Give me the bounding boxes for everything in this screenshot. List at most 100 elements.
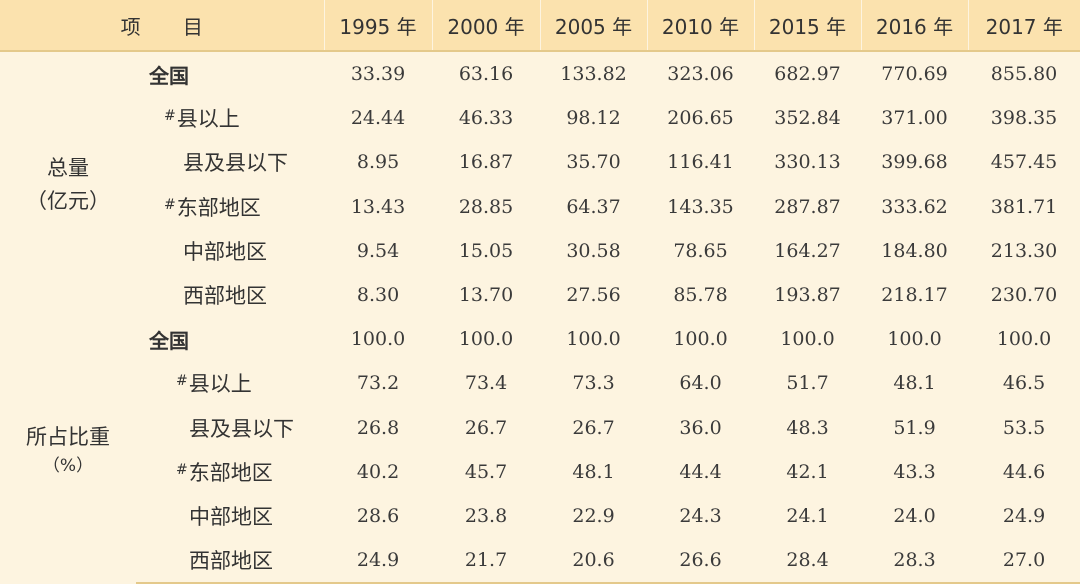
row-label: 西部地区 [136,273,324,317]
table-cell: 64.0 [679,372,722,395]
table-cell: 36.0 [679,416,722,439]
table-cell: 24.44 [350,107,406,130]
table-row: #县以上 24.44 46.33 98.12 206.65 352.84 371.00 398… [0,96,1080,140]
group-label: 所占比重 （%） [0,317,136,583]
table-cell: 21.7 [432,538,541,584]
table-cell: 20.6 [540,538,648,584]
table-cell: 28.3 [861,538,969,584]
group-label: 总量 （亿元） [0,51,136,317]
table-cell: 24.3 [679,504,722,527]
table-cell: 85.78 [673,284,728,307]
row-label-text: 西部地区 [183,284,267,309]
table-cell: 24.9 [324,538,433,584]
table-row: 县及县以下 8.95 16.87 35.70 116.41 330.13 399.68 457… [0,140,1080,184]
table-cell: 28.4 [754,538,862,584]
row-label: #县以上 [136,96,324,140]
table-cell: 100.0 [887,328,942,351]
footnote-mark: # [176,461,188,478]
table-row: 西部地区 8.30 13.70 27.56 85.78 193.87 218.17 230.7… [0,273,1080,317]
table-cell: 16.87 [458,151,514,174]
table-cell: 51.9 [893,416,936,439]
group-label-line2: （%） [42,456,94,477]
table-cell: 73.2 [356,372,400,395]
table-cell: 206.65 [667,107,734,130]
table-row: #东部地区 40.2 45.7 48.1 44.4 42.1 43.3 44.6 [0,450,1080,494]
table-cell: 26.6 [647,538,755,584]
footnote-mark: # [164,196,176,213]
table-cell: 44.4 [679,460,722,483]
table-cell: 352.84 [774,107,841,130]
table-cell: 63.16 [458,63,514,86]
table-cell: 73.3 [572,372,615,395]
table-cell: 193.87 [774,284,841,307]
row-label-text: 全国 [149,63,189,88]
row-label-text: 县及县以下 [183,151,288,176]
row-label-text: 全国 [149,328,189,353]
row-label: 全国 [136,317,324,361]
table-cell: 53.5 [1002,416,1046,439]
row-label: #东部地区 [136,185,324,229]
year-header: 1995 年 [323,0,433,52]
table-cell: 48.1 [572,460,615,483]
table-row: 中部地区 28.6 23.8 22.9 24.3 24.1 24.0 24.9 [0,494,1080,538]
table-cell: 218.17 [881,284,948,307]
row-label-text: 中部地区 [189,504,273,529]
year-header: 2016 年 [860,0,969,52]
table-cell: 682.97 [774,63,841,86]
table-cell: 26.7 [464,416,508,439]
table-cell: 26.8 [356,416,400,439]
table-cell: 230.70 [990,284,1058,307]
table-cell: 35.70 [566,151,621,174]
group-label-line1: 所占比重 [26,424,110,449]
row-label-text: 县及县以下 [189,416,294,441]
row-label-text: 县以上 [188,372,252,397]
row-label: 中部地区 [136,229,324,273]
group-label-line1: 总量 [47,156,89,181]
table-cell: 371.00 [881,107,948,130]
table-cell: 27.56 [566,284,621,307]
table-row: 所占比重 （%） 全国 100.0 100.0 100.0 100.0 100.0 100.0 1… [0,317,1080,476]
row-label: #县以上 [136,361,324,405]
table-cell: 42.1 [786,460,829,483]
table-cell: 33.39 [350,63,406,86]
table-cell: 116.41 [667,151,734,174]
group-label-line2: （亿元） [26,188,110,213]
table-row: 中部地区 9.54 15.05 30.58 78.65 164.27 184.80 213.3… [0,229,1080,273]
table-cell: 24.1 [786,504,829,527]
table-cell: 22.9 [572,504,615,527]
row-label-text: 东部地区 [176,195,261,220]
row-label-text: 中部地区 [183,239,267,264]
table-row: 县及县以下 26.8 26.7 26.7 36.0 48.3 51.9 53.5 [0,406,1080,450]
row-label: 西部地区 [136,538,325,584]
year-header: 2000 年 [431,0,541,52]
row-label: 县及县以下 [136,406,324,450]
table-cell: 100.0 [566,328,621,351]
table-cell: 9.54 [356,239,400,262]
table-cell: 8.30 [356,284,400,307]
row-label-text: 东部地区 [188,460,273,485]
table-cell: 40.2 [356,460,400,483]
table-cell: 184.80 [881,239,948,262]
table-cell: 46.33 [458,107,514,130]
table-cell: 8.95 [356,151,400,174]
table-cell: 381.71 [990,195,1058,218]
table-row: 总量 （亿元） 全国 33.39 63.16 133.82 323.06 682.97 770.… [0,51,1080,212]
table-cell: 133.82 [560,63,627,86]
table-cell: 15.05 [458,239,514,262]
item-header: 项 目 [0,0,325,52]
table-row: #东部地区 13.43 28.85 64.37 143.35 287.87 333.62 38… [0,185,1080,229]
table-cell: 100.0 [458,328,514,351]
table-cell: 399.68 [881,151,948,174]
table-cell: 13.70 [458,284,514,307]
year-header: 2010 年 [646,0,755,52]
table-cell: 13.43 [350,195,406,218]
table-cell: 770.69 [881,63,948,86]
row-label-text: 西部地区 [189,549,273,574]
table-cell: 27.0 [968,538,1080,584]
table-cell: 457.45 [990,151,1058,174]
table-cell: 100.0 [673,328,728,351]
table-cell: 100.0 [996,328,1052,351]
year-header: 2017 年 [967,0,1080,52]
footnote-mark: # [164,108,176,125]
header-row: 项 目 1995 年 2000 年 2005 年 2010 年 2015 年 2… [0,0,1080,52]
